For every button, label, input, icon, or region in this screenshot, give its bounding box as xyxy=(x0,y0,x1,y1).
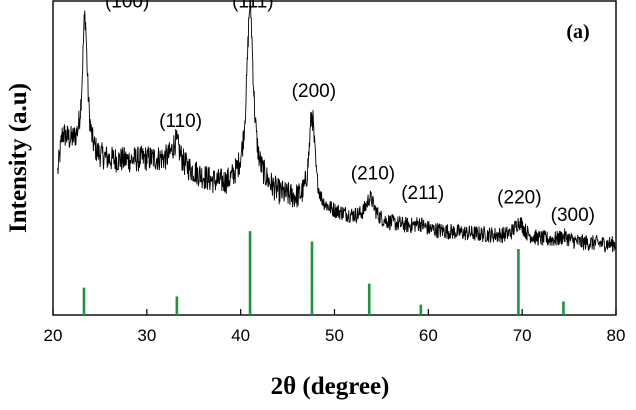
x-axis-title: 2θ (degree) xyxy=(271,373,390,400)
x-tick-label: 60 xyxy=(419,326,438,345)
x-tick-label: 80 xyxy=(607,326,626,345)
x-tick-label: 20 xyxy=(44,326,63,345)
xrd-pattern-line xyxy=(57,0,617,253)
peak-labels: (100) (110) (111) (200) (210) (211) (220) (300) xyxy=(105,0,595,226)
peak-label: (200) xyxy=(292,81,336,102)
peak-label: (110) xyxy=(159,111,202,132)
peak-label: (211) xyxy=(401,183,444,204)
panel-label: (a) xyxy=(566,21,589,43)
peak-label: (111) xyxy=(232,0,274,12)
x-axis-ticks: 20 30 40 50 60 70 80 xyxy=(44,309,626,345)
peak-label: (100) xyxy=(105,0,149,12)
peak-label: (210) xyxy=(351,164,395,185)
peak-label: (300) xyxy=(551,205,595,226)
x-tick-label: 40 xyxy=(231,326,250,345)
peak-label: (220) xyxy=(497,187,541,208)
x-tick-label: 70 xyxy=(513,326,532,345)
x-tick-label: 50 xyxy=(325,326,344,345)
reference-lines xyxy=(82,231,565,315)
x-tick-label: 30 xyxy=(137,326,156,345)
y-axis-title: Intensity (a.u) xyxy=(5,83,32,233)
